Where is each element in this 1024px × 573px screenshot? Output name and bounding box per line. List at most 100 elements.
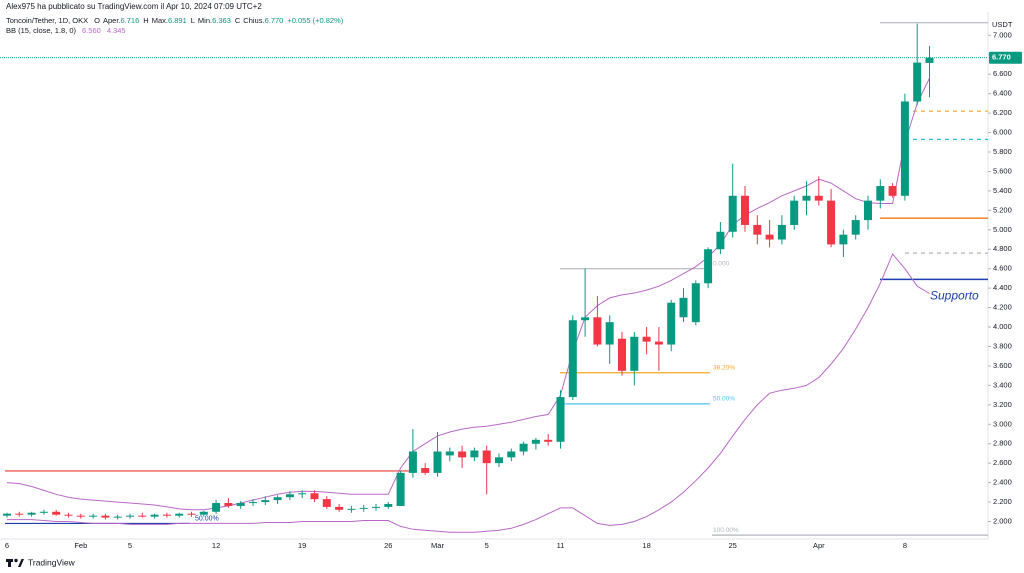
- publisher: Alex975 ha pubblicato su TradingView.com…: [6, 2, 262, 11]
- symbol: Toncoin/Tether, 1D, OKX: [6, 16, 88, 25]
- candle-body: [531, 439, 540, 444]
- y-tick-label: 4.000: [993, 322, 1012, 331]
- candle-body: [3, 513, 11, 516]
- candle-body: [605, 322, 614, 345]
- candle-body: [15, 513, 24, 515]
- candle-body: [667, 302, 676, 345]
- candle-body: [581, 317, 590, 321]
- candle-body: [679, 297, 688, 318]
- candle-body: [310, 493, 319, 500]
- level-label: 50.00%: [195, 515, 219, 522]
- logo-mark: [8, 559, 11, 567]
- ohlc-label: Aper.: [103, 16, 121, 25]
- candle-body: [347, 508, 356, 510]
- ohlc-value: 6.891: [168, 16, 187, 25]
- x-tick-label: Mar: [431, 541, 444, 550]
- candle-body: [802, 195, 811, 201]
- level-label: 0.000: [713, 260, 730, 267]
- y-tick-label: 6.200: [993, 108, 1012, 117]
- y-tick-label: 3.400: [993, 380, 1012, 389]
- candle-body: [39, 511, 48, 513]
- candle-body: [777, 224, 786, 240]
- candle-body: [691, 283, 700, 323]
- candle-body: [433, 451, 442, 473]
- x-tick-label: Apr: [813, 541, 825, 550]
- candle-body: [900, 101, 909, 196]
- candle-body: [285, 494, 294, 498]
- x-tick-label: 5: [128, 541, 132, 550]
- candle-body: [372, 506, 380, 508]
- ohlc-value: 6.716: [121, 16, 140, 25]
- candle-body: [27, 512, 36, 515]
- y-tick-label: 5.600: [993, 166, 1012, 175]
- ohlc-value: 6.770: [265, 16, 284, 25]
- candle-body: [716, 231, 725, 250]
- logo: [6, 558, 24, 567]
- candle-body: [249, 502, 257, 504]
- ohlc-key: L: [191, 16, 195, 25]
- candle-body: [298, 493, 307, 495]
- candle-body: [212, 503, 221, 512]
- y-tick-label: 6.400: [993, 89, 1012, 98]
- ohlc-value: 6.363: [212, 16, 231, 25]
- current-price-box: [989, 51, 1022, 64]
- candle-body: [224, 503, 233, 506]
- candle-body: [458, 451, 467, 458]
- candle-body: [790, 200, 799, 225]
- candle-body: [741, 195, 749, 225]
- y-tick-label: 3.000: [993, 419, 1012, 428]
- candle-body: [273, 497, 282, 501]
- candle-body: [654, 341, 663, 345]
- candle-body: [64, 514, 73, 516]
- candle-body: [384, 503, 393, 507]
- candle-body: [864, 200, 872, 221]
- x-tick-label: 26: [384, 541, 392, 550]
- ohlc-key: H: [143, 16, 148, 25]
- level-label: Supporto: [930, 289, 979, 303]
- candle-body: [827, 200, 836, 245]
- y-tick-label: 5.800: [993, 147, 1012, 156]
- ohlc-key: C: [235, 16, 241, 25]
- y-tick-label: 4.200: [993, 303, 1012, 312]
- y-tick-label: 2.400: [993, 478, 1012, 487]
- x-tick-label: 25: [729, 541, 737, 550]
- footer-brand: TradingView: [28, 557, 76, 567]
- candle-body: [126, 515, 134, 517]
- x-tick-label: 5: [485, 541, 489, 550]
- candle-body: [925, 57, 934, 63]
- candle-body: [544, 439, 553, 442]
- legend: Toncoin/Tether, 1D, OKX O Aper.6.716 H Max.6…: [6, 16, 344, 35]
- y-tick-label: 5.400: [993, 186, 1012, 195]
- y-tick-label: 2.200: [993, 497, 1012, 506]
- y-tick-label: 5.000: [993, 225, 1012, 234]
- y-tick-label: 3.200: [993, 400, 1012, 409]
- candle-body: [728, 195, 737, 232]
- candle-body: [445, 451, 454, 456]
- candle-body: [261, 500, 270, 503]
- level-label: 50.00%: [713, 396, 735, 403]
- indicator-value: 4.345: [107, 26, 126, 35]
- candle-body: [618, 338, 626, 371]
- y-tick-label: 6.600: [993, 69, 1012, 78]
- candle-body: [470, 450, 479, 458]
- candle-body: [396, 472, 405, 506]
- x-tick-label: 12: [212, 541, 220, 550]
- candle-body: [162, 514, 171, 516]
- currency: USDT: [992, 20, 1013, 29]
- candle-body: [507, 451, 516, 458]
- x-tick-label: 11: [557, 541, 565, 550]
- candle-body: [101, 515, 110, 518]
- candle-body: [482, 450, 491, 464]
- candle-body: [753, 224, 762, 235]
- candle-body: [199, 511, 208, 515]
- symbol-legend: Toncoin/Tether, 1D, OKX O Aper.6.716 H Max.6…: [6, 16, 344, 25]
- candle-body: [175, 513, 184, 516]
- candle-body: [593, 317, 602, 345]
- y-tick-label: 6.000: [993, 128, 1012, 137]
- candle-body: [913, 62, 922, 102]
- candle-body: [322, 499, 331, 507]
- x-tick-label: Feb: [74, 541, 87, 550]
- level-label: 100.00%: [713, 527, 739, 534]
